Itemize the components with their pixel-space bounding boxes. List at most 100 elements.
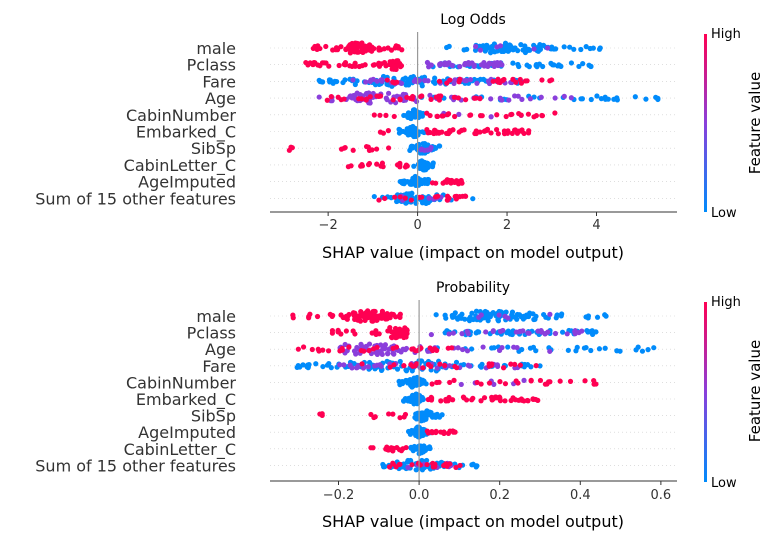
colorbar-gradient <box>704 34 707 212</box>
shap-point <box>458 381 464 388</box>
shap-point <box>411 163 417 169</box>
shap-point <box>467 76 474 83</box>
shap-point <box>522 43 528 49</box>
shap-point <box>539 112 545 119</box>
shap-point <box>428 144 434 151</box>
shap-point <box>403 368 410 374</box>
shap-point <box>556 62 562 68</box>
colorbar-gradient <box>704 302 707 482</box>
shap-point <box>587 329 593 335</box>
shap-point <box>348 163 354 169</box>
shap-point <box>450 397 456 403</box>
shap-point <box>483 329 489 335</box>
shap-point <box>473 43 479 50</box>
shap-point <box>540 63 546 70</box>
shap-point <box>350 77 356 83</box>
shap-point <box>424 461 430 468</box>
shap-point <box>533 363 539 369</box>
shap-point <box>425 445 431 451</box>
shap-point <box>325 348 332 354</box>
shap-point <box>568 60 575 66</box>
feature-label: CabinLetter_C <box>124 156 236 176</box>
shap-point <box>651 345 657 351</box>
shap-point <box>470 316 476 323</box>
shap-point <box>567 44 573 50</box>
shap-point <box>590 45 596 51</box>
shap-point <box>580 61 586 67</box>
shap-point <box>478 62 485 68</box>
shap-point <box>316 348 322 354</box>
shap-point <box>374 146 380 152</box>
shap-point <box>386 411 392 417</box>
shap-point <box>397 461 403 467</box>
shap-point <box>531 316 537 323</box>
shap-point <box>583 44 589 50</box>
shap-point <box>502 398 508 404</box>
shap-point <box>490 78 496 84</box>
shap-point <box>488 130 494 136</box>
feature-label: Age <box>205 89 236 108</box>
shap-point <box>428 96 434 102</box>
shap-point <box>376 47 382 53</box>
shap-point <box>397 97 403 103</box>
shap-point <box>499 97 505 103</box>
shap-point <box>376 331 382 337</box>
shap-point <box>379 308 386 314</box>
shap-point <box>457 462 463 469</box>
shap-point <box>486 380 493 386</box>
shap-point <box>500 327 506 334</box>
shap-point <box>461 47 467 53</box>
shap-point <box>441 430 447 436</box>
shap-point <box>481 128 488 134</box>
shap-point <box>509 309 516 315</box>
shap-point <box>363 79 369 85</box>
shap-point <box>372 308 378 315</box>
shap-point <box>369 147 375 153</box>
shap-point <box>421 198 427 205</box>
colorbar-title: Feature value <box>746 72 764 174</box>
shap-point <box>386 464 393 470</box>
colorbar-top: High Low Feature value <box>704 27 764 221</box>
x-tick-label: 0.2 <box>489 488 510 503</box>
shap-point <box>473 95 479 101</box>
shap-point <box>509 130 515 136</box>
shap-point <box>503 113 509 120</box>
shap-point <box>518 42 524 48</box>
shap-point <box>438 93 444 99</box>
shap-point <box>413 391 419 397</box>
shap-point <box>497 379 503 385</box>
shap-point <box>415 114 422 121</box>
shap-point <box>455 95 462 101</box>
shap-point <box>385 128 391 134</box>
shap-point <box>514 316 520 322</box>
shap-point <box>614 348 620 354</box>
shap-point <box>538 94 544 100</box>
shap-point <box>328 94 334 100</box>
shap-point <box>338 146 345 152</box>
shap-point <box>488 96 494 102</box>
shap-point <box>346 344 352 350</box>
shap-point <box>477 113 484 119</box>
shap-point <box>424 161 431 168</box>
shap-point <box>464 328 470 334</box>
shap-point <box>552 95 558 101</box>
shap-point <box>439 412 445 418</box>
shap-point <box>397 314 403 320</box>
shap-point <box>457 194 463 200</box>
shap-point <box>494 59 500 66</box>
shap-point <box>497 395 503 401</box>
shap-point <box>391 362 397 368</box>
x-axis-label: SHAP value (impact on model output) <box>322 512 624 531</box>
shap-point <box>401 181 407 187</box>
shap-point <box>539 77 545 83</box>
shap-point <box>565 347 571 353</box>
shap-point <box>347 94 353 100</box>
shap-point <box>582 378 588 384</box>
shap-point <box>390 461 396 467</box>
colorbar-low-label: Low <box>711 206 737 221</box>
shap-points <box>290 308 657 473</box>
shap-point <box>409 384 415 390</box>
shap-point <box>396 331 403 337</box>
shap-point <box>407 457 414 464</box>
feature-label: CabinNumber <box>126 373 236 392</box>
